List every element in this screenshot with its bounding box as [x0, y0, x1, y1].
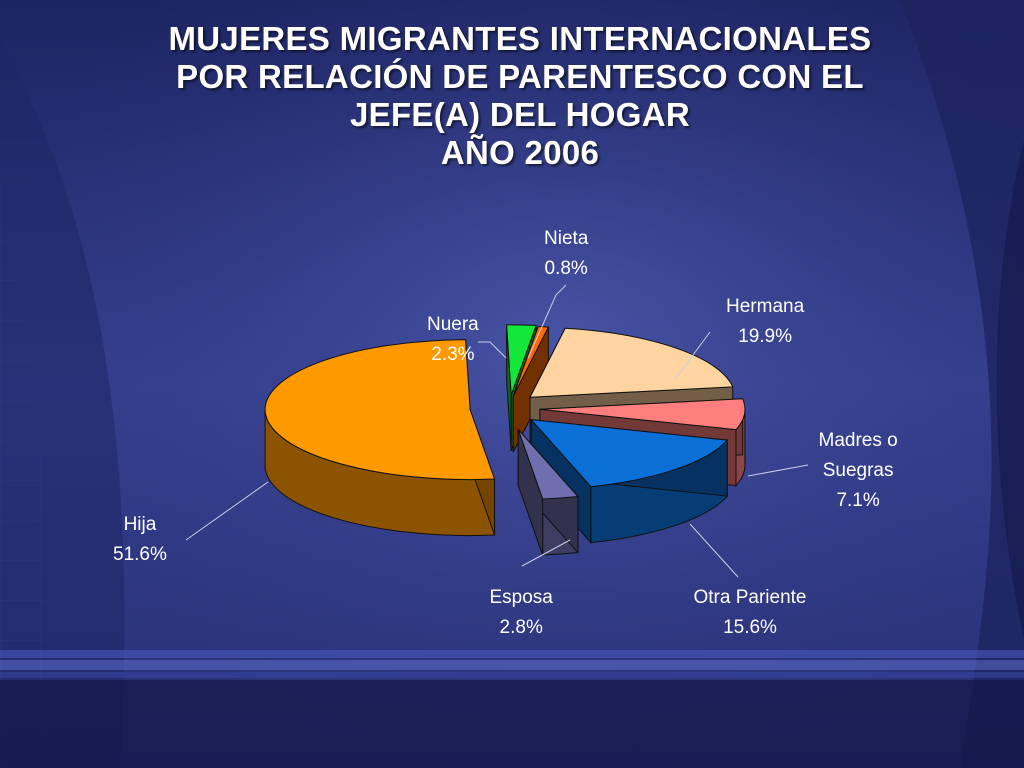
slice-value-label: 0.8% [544, 258, 588, 279]
pie-slice-1 [512, 326, 550, 453]
slice-label-text: Esposa [489, 587, 553, 608]
pie-slice-6 [264, 339, 496, 537]
pie-slice-5 [517, 428, 579, 556]
leader-line-4 [689, 523, 739, 578]
slice-value-label: 2.3% [431, 344, 475, 365]
slice-label-text: Hija [123, 514, 157, 535]
slice-label-5: Esposa 2.8% [490, 583, 553, 643]
slice-label-text: Suegras [822, 460, 894, 481]
leader-line-5 [521, 539, 571, 567]
title-line-3: JEFE(A) DEL HOGAR [349, 96, 690, 133]
pie-slice-4 [529, 418, 729, 544]
title-line-1: MUJERES MIGRANTES INTERNACIONALES [168, 20, 872, 57]
slice-label-1: Nieta 0.8% [544, 224, 588, 284]
leader-line-2 [675, 331, 711, 379]
slice-value-label: 2.8% [499, 617, 543, 638]
slice-value-label: 7.1% [836, 490, 880, 511]
slide-title: MUJERES MIGRANTES INTERNACIONALES POR RE… [60, 20, 980, 172]
slice-label-3: Madres o Suegras 7.1% [819, 426, 898, 516]
leader-line-3 [747, 464, 809, 477]
slice-value-label: 51.6% [113, 544, 167, 565]
slice-label-6: Hija 51.6% [113, 510, 167, 570]
slice-label-text: Otra Pariente [693, 587, 807, 608]
leader-line-7 [478, 341, 507, 359]
slice-label-text: Madres o [818, 430, 898, 451]
slice-label-2: Hermana 19.9% [726, 292, 804, 352]
slice-label-7: Nuera 2.3% [427, 310, 479, 370]
title-line-4: AÑO 2006 [440, 134, 600, 171]
slice-label-text: Nieta [544, 228, 589, 249]
leader-line-6 [185, 481, 269, 541]
slice-value-label: 15.6% [723, 617, 777, 638]
slice-label-text: Hermana [726, 296, 805, 317]
slice-label-4: Otra Pariente 15.6% [694, 583, 807, 643]
leader-line-1 [527, 284, 567, 359]
title-line-2: POR RELACIÓN DE PARENTESCO CON EL [176, 58, 864, 95]
slice-label-text: Nuera [427, 314, 479, 335]
slice-value-label: 19.9% [738, 326, 793, 347]
